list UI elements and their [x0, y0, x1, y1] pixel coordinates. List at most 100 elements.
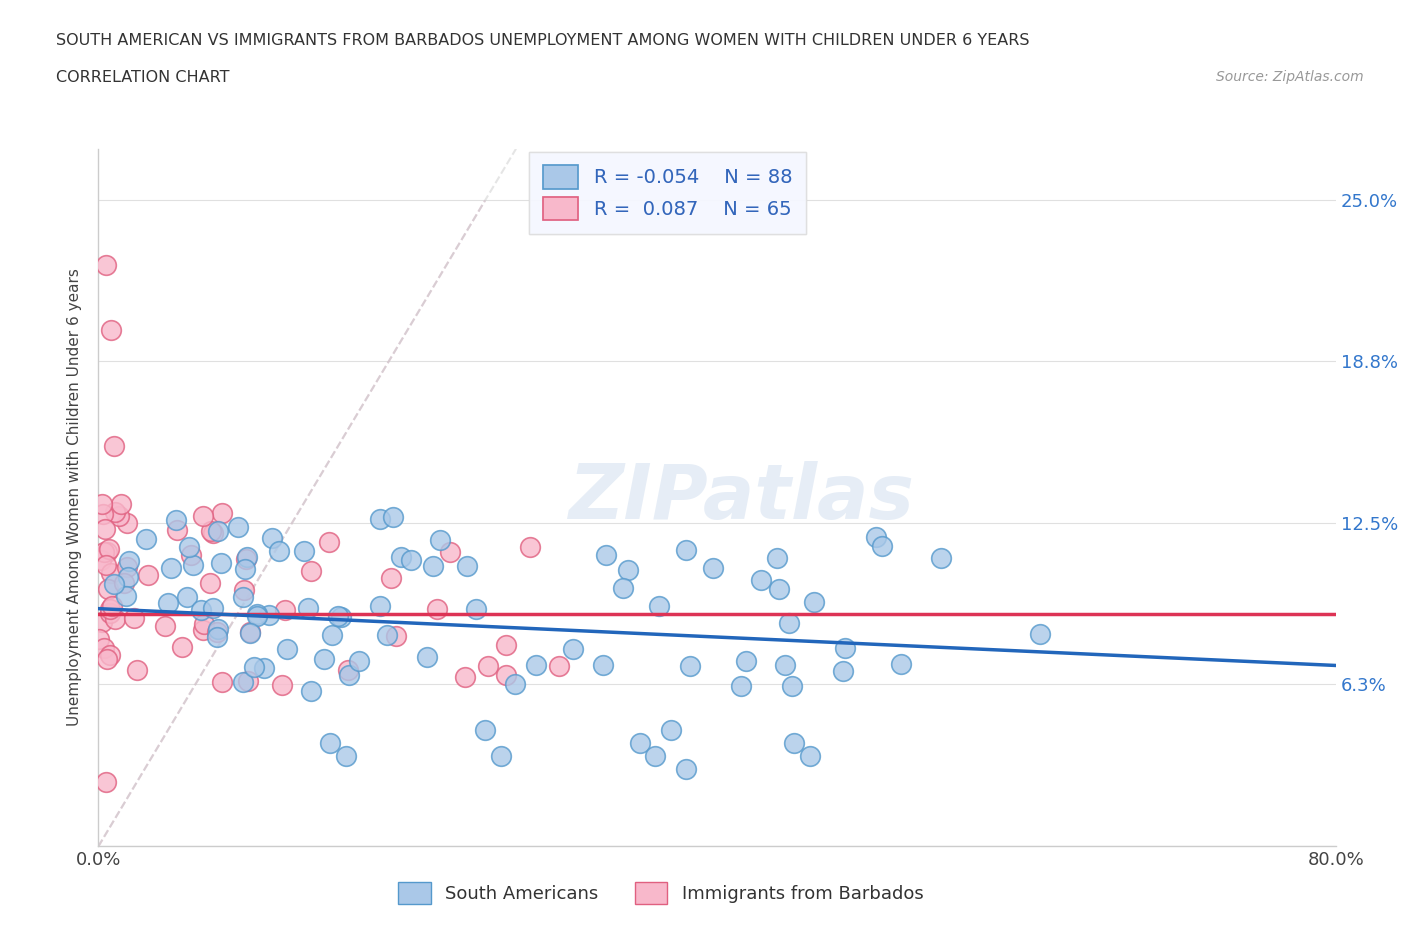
- Point: [426, 602, 449, 617]
- Point: [276, 642, 298, 657]
- Point: [209, 555, 232, 570]
- Text: SOUTH AMERICAN VS IMMIGRANTS FROM BARBADOS UNEMPLOYMENT AMONG WOMEN WITH CHILDRE: SOUTH AMERICAN VS IMMIGRANTS FROM BARBAD…: [56, 33, 1029, 47]
- Point: [1028, 627, 1050, 642]
- Point: [299, 564, 322, 578]
- Point: [730, 679, 752, 694]
- Point: [297, 600, 319, 615]
- Point: [495, 638, 517, 653]
- Point: [456, 559, 478, 574]
- Point: [524, 658, 547, 672]
- Point: [94, 557, 117, 572]
- Point: [231, 674, 253, 689]
- Point: [232, 582, 254, 597]
- Point: [100, 322, 122, 337]
- Point: [489, 749, 512, 764]
- Point: [135, 532, 157, 547]
- Point: [228, 520, 250, 535]
- Point: [337, 663, 360, 678]
- Point: [929, 551, 952, 565]
- Point: [181, 558, 204, 573]
- Legend: R = -0.054    N = 88, R =  0.087    N = 65: R = -0.054 N = 88, R = 0.087 N = 65: [530, 152, 806, 234]
- Point: [477, 658, 499, 673]
- Point: [465, 602, 488, 617]
- Point: [617, 563, 640, 578]
- Point: [166, 522, 188, 537]
- Point: [326, 609, 349, 624]
- Point: [415, 649, 437, 664]
- Point: [193, 617, 215, 631]
- Point: [675, 762, 697, 777]
- Point: [115, 516, 138, 531]
- Point: [159, 561, 181, 576]
- Point: [702, 561, 724, 576]
- Point: [115, 589, 138, 604]
- Point: [118, 553, 141, 568]
- Point: [389, 550, 412, 565]
- Point: [200, 523, 222, 538]
- Point: [612, 581, 634, 596]
- Point: [190, 603, 212, 618]
- Point: [104, 505, 127, 520]
- Point: [236, 673, 259, 688]
- Point: [211, 674, 233, 689]
- Point: [834, 640, 856, 655]
- Point: [330, 609, 353, 624]
- Point: [93, 544, 115, 559]
- Point: [179, 539, 201, 554]
- Point: [454, 670, 477, 684]
- Point: [274, 603, 297, 618]
- Point: [98, 541, 121, 556]
- Point: [865, 530, 887, 545]
- Point: [207, 625, 229, 640]
- Point: [399, 552, 422, 567]
- Point: [89, 631, 111, 646]
- Legend: South Americans, Immigrants from Barbados: South Americans, Immigrants from Barbado…: [391, 875, 931, 911]
- Point: [592, 658, 614, 672]
- Point: [94, 522, 117, 537]
- Point: [93, 640, 115, 655]
- Point: [370, 512, 392, 526]
- Point: [253, 660, 276, 675]
- Point: [734, 653, 756, 668]
- Point: [385, 629, 408, 644]
- Point: [239, 625, 262, 640]
- Point: [207, 524, 229, 538]
- Point: [347, 654, 370, 669]
- Point: [267, 544, 290, 559]
- Point: [318, 535, 340, 550]
- Point: [122, 611, 145, 626]
- Point: [628, 736, 651, 751]
- Point: [232, 590, 254, 604]
- Point: [780, 678, 803, 693]
- Point: [97, 582, 120, 597]
- Point: [201, 525, 224, 540]
- Point: [257, 607, 280, 622]
- Point: [103, 438, 125, 453]
- Point: [110, 497, 132, 512]
- Point: [96, 544, 118, 559]
- Point: [644, 749, 666, 764]
- Point: [90, 553, 112, 568]
- Point: [294, 543, 316, 558]
- Point: [799, 749, 821, 764]
- Point: [773, 658, 796, 672]
- Point: [766, 551, 789, 566]
- Point: [595, 548, 617, 563]
- Point: [93, 507, 115, 522]
- Point: [675, 543, 697, 558]
- Point: [96, 652, 118, 667]
- Text: ZIPatlas: ZIPatlas: [569, 460, 915, 535]
- Point: [243, 659, 266, 674]
- Point: [100, 565, 122, 580]
- Point: [198, 576, 221, 591]
- Point: [136, 567, 159, 582]
- Point: [380, 570, 402, 585]
- Point: [370, 598, 392, 613]
- Point: [90, 496, 112, 511]
- Point: [429, 533, 451, 548]
- Point: [495, 668, 517, 683]
- Point: [270, 677, 292, 692]
- Point: [235, 551, 257, 566]
- Point: [260, 530, 283, 545]
- Point: [519, 539, 541, 554]
